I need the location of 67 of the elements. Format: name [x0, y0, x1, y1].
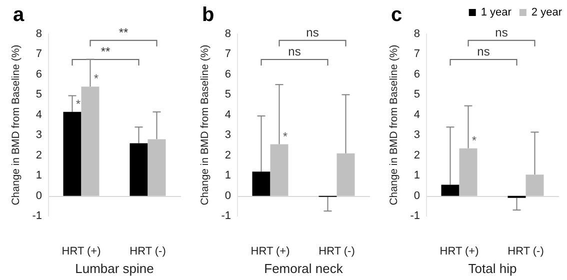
x-axis-title: Femoral neck: [264, 261, 344, 276]
x-tick-label: HRT (-): [130, 246, 166, 258]
y-tick-label: 8: [36, 28, 42, 40]
annotation: **: [118, 25, 128, 40]
x-axis-title: Lumbar spine: [75, 261, 154, 276]
y-tick-label: 4: [36, 108, 42, 121]
y-tick-label: 3: [224, 129, 231, 142]
y-tick-label: 1: [414, 170, 420, 182]
bar: [63, 112, 82, 196]
x-axis-title: Total hip: [468, 261, 517, 276]
bar: [336, 153, 355, 196]
chart-title: a: [13, 4, 25, 26]
bar: [526, 174, 544, 196]
y-tick-label: 0: [224, 190, 231, 202]
y-tick-label: 0: [414, 190, 420, 202]
y-tick-label: -1: [221, 210, 231, 222]
y-tick-label: 8: [414, 28, 420, 40]
y-tick-label: 1: [36, 170, 42, 182]
x-tick-label: HRT (+): [62, 246, 101, 258]
annotation: *: [472, 133, 477, 148]
annotation: **: [100, 44, 110, 58]
y-tick-label: 4: [224, 108, 231, 121]
legend-label: 2 year: [531, 6, 562, 18]
bar: [130, 143, 148, 196]
y-tick-label: 4: [414, 108, 420, 121]
annotation: ns: [495, 25, 508, 40]
annotation: *: [282, 129, 288, 144]
bar: [459, 148, 478, 196]
y-axis-title: Change in BMD from Baseline (%): [198, 44, 211, 206]
bar: [148, 139, 166, 196]
y-tick-label: 5: [224, 88, 231, 101]
y-tick-label: 3: [414, 129, 420, 142]
y-tick-label: 6: [414, 68, 420, 80]
annotation: *: [94, 72, 99, 86]
y-tick-label: 2: [224, 149, 231, 162]
annotation: ns: [306, 25, 319, 40]
y-tick-label: 7: [414, 48, 420, 60]
y-tick-label: 7: [36, 48, 42, 60]
x-tick-label: HRT (+): [440, 246, 479, 258]
chart-title: b: [202, 4, 214, 26]
legend-label: 1 year: [480, 6, 512, 18]
y-tick-label: 6: [36, 68, 42, 80]
y-axis-title: Change in BMD from Baseline (%): [388, 44, 400, 206]
annotation: *: [76, 96, 81, 111]
y-tick-label: 2: [414, 149, 420, 162]
y-tick-label: -1: [410, 210, 420, 222]
x-tick-label: HRT (+): [250, 246, 290, 258]
bar: [252, 172, 270, 196]
y-tick-label: -1: [32, 210, 42, 222]
y-tick-label: 5: [36, 88, 42, 101]
y-tick-label: 1: [224, 170, 231, 182]
bar: [270, 144, 288, 196]
y-tick-label: 7: [224, 48, 231, 60]
annotation: ns: [288, 44, 301, 58]
y-tick-label: 8: [224, 28, 231, 40]
y-tick-label: 5: [414, 88, 420, 101]
chart-title: c: [391, 4, 402, 26]
y-axis-title: Change in BMD from Baseline (%): [10, 44, 22, 206]
bar: [441, 184, 460, 196]
y-tick-label: 2: [36, 149, 42, 162]
x-tick-label: HRT (-): [508, 246, 544, 258]
x-tick-label: HRT (-): [318, 246, 355, 258]
y-tick-label: 0: [36, 190, 42, 202]
y-tick-label: 6: [224, 68, 231, 80]
annotation: ns: [477, 44, 490, 58]
y-tick-label: 3: [36, 129, 42, 142]
bar: [81, 86, 100, 196]
